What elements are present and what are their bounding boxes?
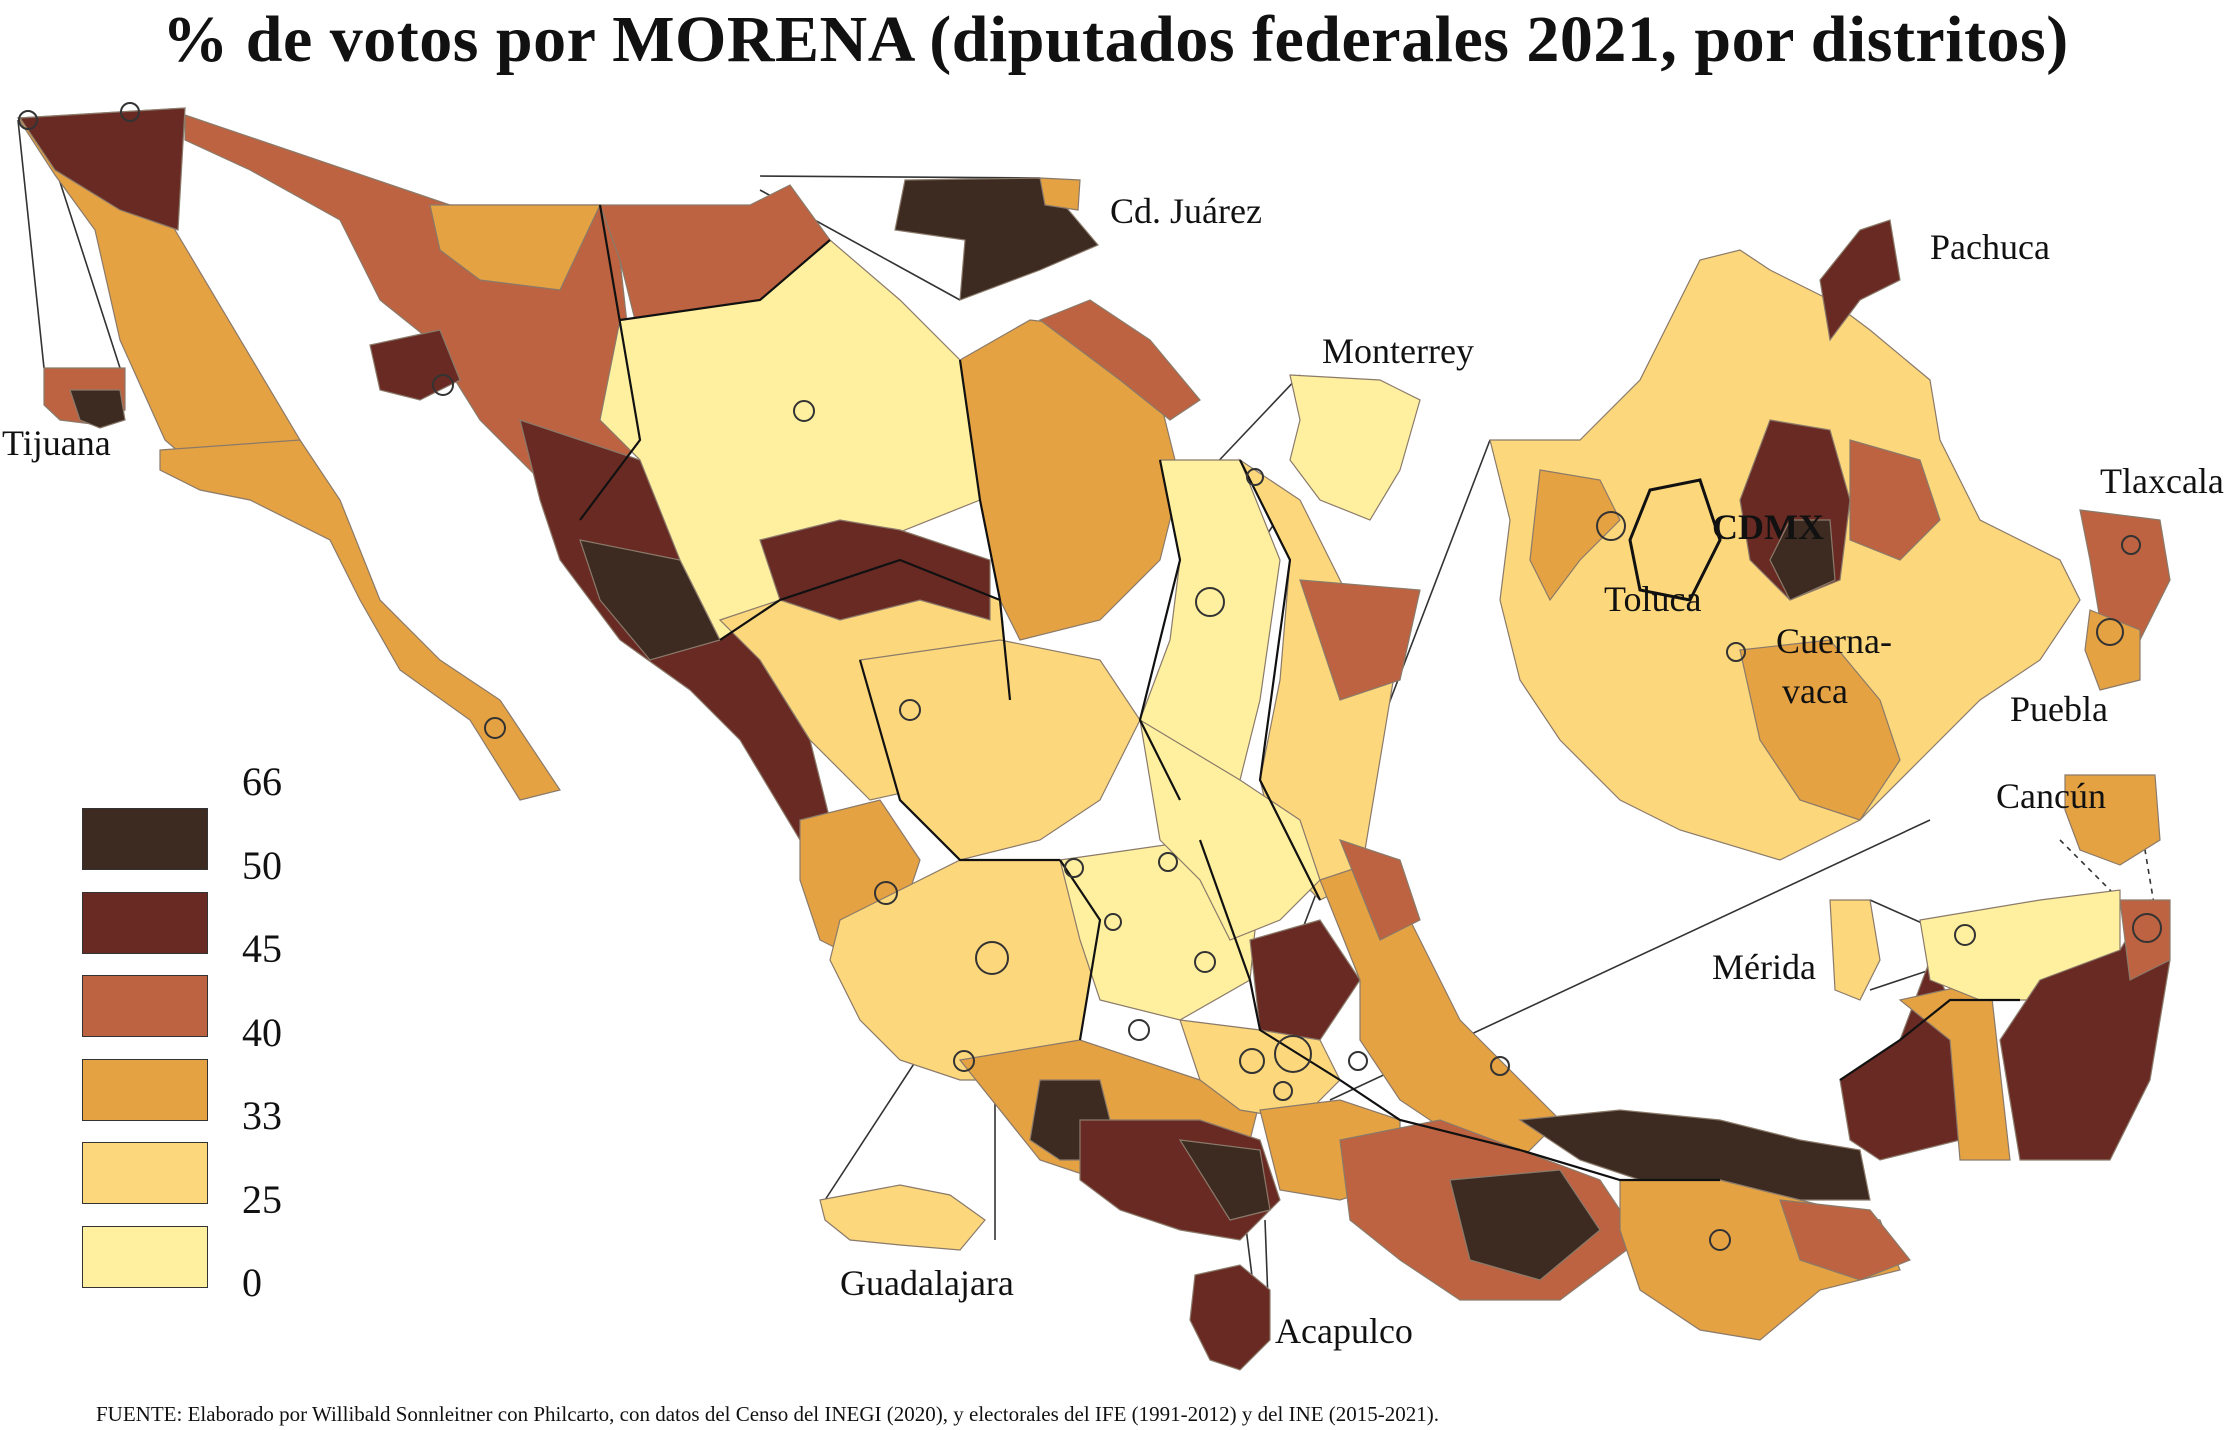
region-tamaulipas-coast: [1299, 579, 1421, 701]
legend-tick-label: 50: [242, 842, 282, 888]
label-merida: Mérida: [1712, 947, 1816, 987]
label-tijuana: Tijuana: [2, 423, 111, 463]
northwest-states: [184, 114, 831, 841]
label-toluca: Toluca: [1604, 579, 1702, 619]
southern-states: [1079, 1099, 1911, 1341]
region-zacatecas: [859, 639, 1141, 861]
legend-tick-label: 33: [242, 1093, 282, 1138]
yucatan-peninsula: [1839, 889, 2171, 1161]
inset-monterrey: [1289, 374, 1421, 521]
region-hermosillo: [369, 329, 461, 401]
label-pachuca: Pachuca: [1930, 227, 2050, 267]
inset-tijuana-dark: [69, 389, 126, 429]
legend-tick-label: 25: [242, 1176, 282, 1222]
legend-swatch-33-40: [82, 1058, 208, 1121]
label-cuernavaca-2: vaca: [1782, 671, 1848, 711]
label-guadalajara: Guadalajara: [840, 1263, 1014, 1303]
label-cdmx: CDMX: [1712, 507, 1824, 547]
region-durango-dark: [759, 519, 991, 621]
region-guerrero-coast: [1178, 1139, 1271, 1221]
state-borders: [579, 204, 2020, 1182]
legend-swatch-0-25: [82, 1225, 208, 1288]
city-insets: [43, 177, 2171, 1371]
label-acapulco: Acapulco: [1275, 1311, 1413, 1351]
region-tijuana-area: [18, 107, 186, 231]
baja-california-peninsula: [16, 107, 561, 801]
inset-cancun: [2064, 774, 2161, 866]
region-slp: [1139, 718, 1321, 941]
label-cuernavaca-1: Cuerna-: [1776, 621, 1892, 661]
region-baja-south: [159, 439, 561, 801]
inset-guadalajara: [819, 1184, 986, 1251]
inset-cdmx-dark: [1769, 519, 1836, 601]
northeast-states: [959, 299, 1421, 901]
legend-tick-label: 40: [242, 1009, 282, 1055]
legend-tick-label: 0: [242, 1260, 262, 1305]
city-markers: [18, 102, 2162, 1251]
legend-swatch-40-45: [82, 975, 208, 1037]
legend-tick-label: 45: [242, 926, 282, 971]
inset-cd-juarez-light: [1039, 177, 1081, 211]
region-chiapas-east: [1779, 1199, 1911, 1281]
label-monterrey: Monterrey: [1322, 331, 1474, 371]
region-veracruz-north: [1338, 839, 1421, 941]
region-oaxaca-dark: [1449, 1169, 1601, 1281]
inset-morelos: [1739, 639, 1901, 821]
region-queretaro-hidalgo: [1249, 919, 1361, 1041]
region-tabasco: [1518, 1109, 1871, 1201]
inset-puebla: [2084, 609, 2141, 691]
legend-swatch-25-33: [82, 1142, 208, 1204]
label-cd-juarez: Cd. Juárez: [1110, 191, 1262, 231]
map-title: % de votos por MORENA (diputados federal…: [162, 3, 2069, 76]
legend-swatch-50-66: [82, 808, 208, 870]
inset-pachuca: [1819, 219, 1901, 342]
legend-tick-label: 66: [242, 759, 282, 804]
label-cancun: Cancún: [1996, 776, 2106, 816]
inset-merida: [1829, 899, 1881, 1001]
inset-edomex-orange: [1529, 469, 1621, 602]
label-puebla: Puebla: [2010, 689, 2108, 729]
region-sonora-center: [429, 204, 601, 291]
region-coahuila-north: [1038, 299, 1201, 421]
legend-swatch-45-50: [82, 891, 208, 954]
label-tlaxcala: Tlaxcala: [2100, 461, 2224, 501]
inset-acapulco: [1189, 1264, 1271, 1371]
source-note: FUENTE: Elaborado por Willibald Sonnleit…: [96, 1402, 1440, 1426]
inset-cdmx-east: [1849, 439, 1941, 561]
